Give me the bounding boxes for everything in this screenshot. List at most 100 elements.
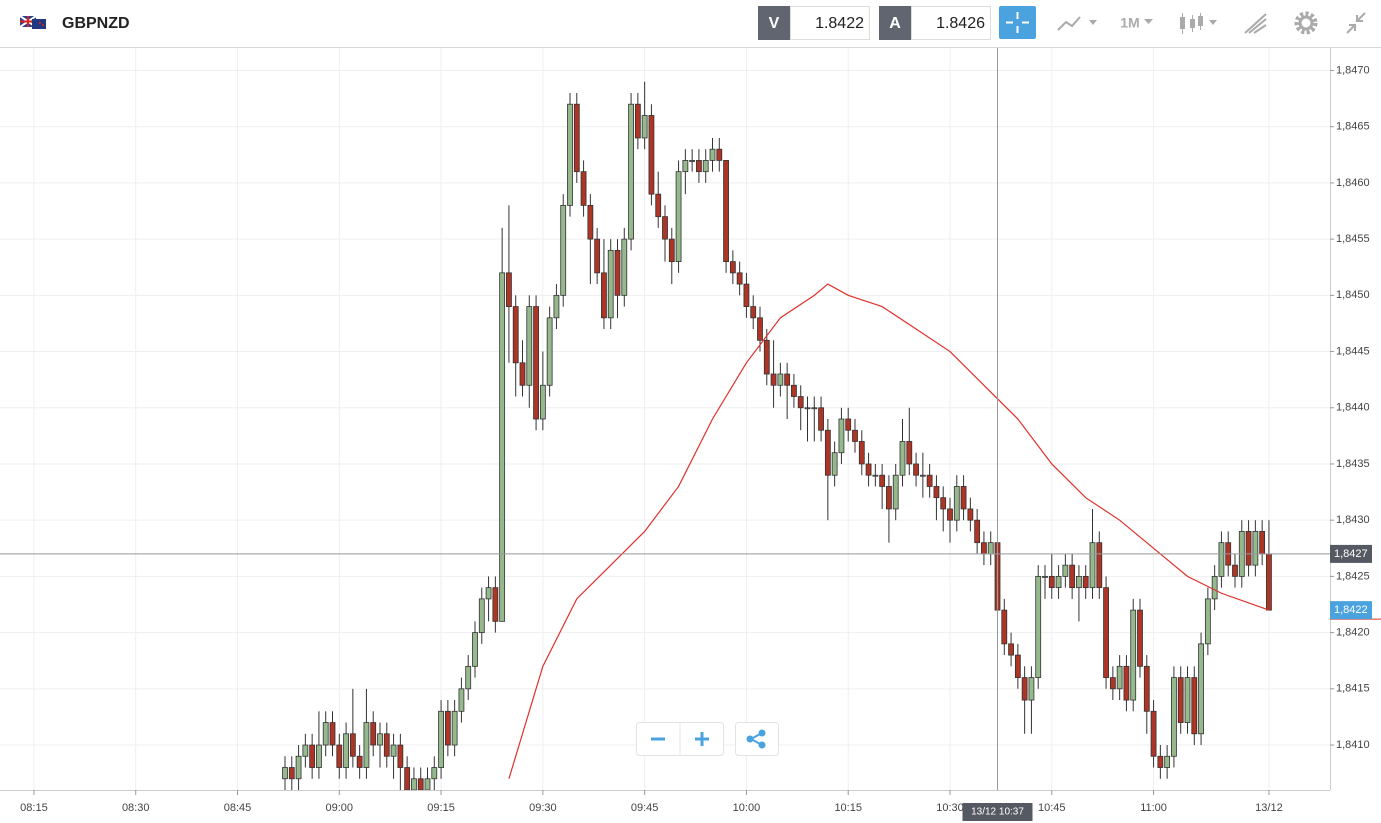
x-tick-label: 10:15 bbox=[834, 802, 862, 814]
candle-body bbox=[377, 733, 383, 746]
candle-body bbox=[919, 474, 926, 477]
symbol: GBPNZD bbox=[62, 15, 130, 32]
candle-body bbox=[1082, 575, 1089, 589]
last-price-box bbox=[1330, 601, 1372, 620]
candle-body bbox=[736, 272, 743, 285]
candle-body bbox=[655, 193, 662, 218]
candle-body bbox=[322, 722, 329, 746]
candle-body bbox=[1184, 677, 1191, 723]
candle-body bbox=[1164, 755, 1171, 768]
crosshair-x-box bbox=[962, 803, 1033, 821]
moving-average bbox=[508, 283, 1270, 779]
zoom-in[interactable] bbox=[695, 732, 709, 746]
candle-body bbox=[594, 238, 601, 274]
y-tick-label: 1,8455 bbox=[1336, 233, 1370, 245]
x-tick-label: 09:00 bbox=[326, 802, 354, 814]
fullscreen-button[interactable] bbox=[1346, 12, 1366, 34]
candle-type-button[interactable] bbox=[1180, 13, 1217, 34]
candle-body bbox=[621, 238, 628, 296]
chart-type-button[interactable] bbox=[1057, 16, 1097, 31]
candle-body bbox=[302, 744, 309, 757]
candle-body bbox=[309, 744, 316, 768]
candle-body bbox=[628, 103, 634, 240]
candle-body bbox=[1198, 643, 1204, 735]
y-tick-label: 1,8435 bbox=[1336, 458, 1370, 470]
candle-body bbox=[370, 722, 377, 746]
bid-box[interactable] bbox=[790, 6, 870, 40]
y-tick-label: 1,8440 bbox=[1336, 402, 1370, 414]
share-button[interactable] bbox=[735, 722, 779, 756]
candle-body bbox=[892, 474, 899, 510]
y-tick-label: 1,8420 bbox=[1336, 627, 1370, 639]
x-tick-label: 10:30 bbox=[936, 802, 964, 814]
bid-label[interactable]: V bbox=[769, 15, 780, 32]
candle-body bbox=[1204, 598, 1211, 645]
candle-body bbox=[383, 733, 390, 757]
candle-body bbox=[824, 429, 831, 476]
bid-value[interactable]: 1.8422 bbox=[815, 15, 864, 32]
candle-body bbox=[458, 688, 465, 712]
candle-body bbox=[533, 306, 539, 420]
candle-body bbox=[723, 160, 729, 263]
candle-body bbox=[641, 115, 648, 139]
candle-body bbox=[1123, 665, 1130, 701]
candle-body bbox=[607, 249, 614, 319]
candle-body bbox=[845, 418, 852, 431]
ask-value[interactable]: 1.8426 bbox=[936, 15, 985, 32]
candle-body bbox=[1177, 677, 1184, 723]
candle-body bbox=[1055, 575, 1062, 589]
timeframe[interactable]: 1M bbox=[1120, 15, 1139, 31]
candle-body bbox=[1143, 665, 1150, 712]
candle-body bbox=[601, 272, 607, 319]
zoom-controls bbox=[636, 722, 779, 756]
candle-body bbox=[539, 384, 546, 420]
candle-body bbox=[797, 396, 804, 409]
candle-body bbox=[1069, 564, 1076, 589]
candle-body bbox=[689, 160, 696, 162]
candle-body bbox=[947, 508, 953, 521]
candle-body bbox=[1266, 553, 1272, 611]
candle-body bbox=[960, 486, 967, 510]
candle-body bbox=[295, 755, 302, 780]
crosshair-button[interactable] bbox=[999, 6, 1036, 39]
candle-body bbox=[763, 339, 770, 375]
candle-body bbox=[1089, 542, 1096, 589]
bid-label-box[interactable] bbox=[758, 6, 790, 40]
candle-body bbox=[886, 486, 892, 510]
draw-tool-button[interactable] bbox=[1244, 13, 1267, 34]
candle-body bbox=[953, 486, 960, 521]
candle-body bbox=[675, 171, 682, 263]
plot-area bbox=[282, 81, 1272, 790]
candle-body bbox=[397, 744, 404, 768]
candle-body bbox=[411, 778, 417, 790]
ask-box[interactable] bbox=[911, 6, 991, 40]
header-bar bbox=[0, 0, 1381, 47]
candle-body bbox=[349, 733, 356, 757]
x-tick-label: 08:15 bbox=[20, 802, 48, 814]
candle-body bbox=[329, 722, 336, 746]
candle-body bbox=[512, 306, 519, 364]
candle-body bbox=[682, 160, 689, 173]
candle-body bbox=[356, 755, 363, 768]
candle-body bbox=[444, 710, 451, 746]
candle-body bbox=[580, 171, 587, 206]
candle-body bbox=[1259, 531, 1266, 555]
ask-label[interactable]: A bbox=[889, 15, 901, 32]
candle-body bbox=[1157, 755, 1164, 768]
candle-body bbox=[784, 373, 791, 386]
ask-label-box[interactable] bbox=[879, 6, 911, 40]
candle-body bbox=[526, 306, 533, 386]
settings-button[interactable] bbox=[1294, 11, 1318, 35]
candle-body bbox=[431, 767, 438, 780]
candle-body bbox=[696, 160, 702, 173]
candle-body bbox=[472, 632, 478, 667]
timeframe-caret[interactable] bbox=[1144, 19, 1153, 24]
overlays: 1,8427 13/12 10:37 1,8422 bbox=[0, 48, 1381, 821]
y-tick-label: 1,8450 bbox=[1336, 289, 1370, 301]
candle-body bbox=[519, 362, 526, 386]
x-tick-label: 09:45 bbox=[631, 802, 659, 814]
candle-body bbox=[363, 722, 370, 768]
candle-body bbox=[743, 283, 750, 307]
candle-body bbox=[1001, 609, 1008, 645]
